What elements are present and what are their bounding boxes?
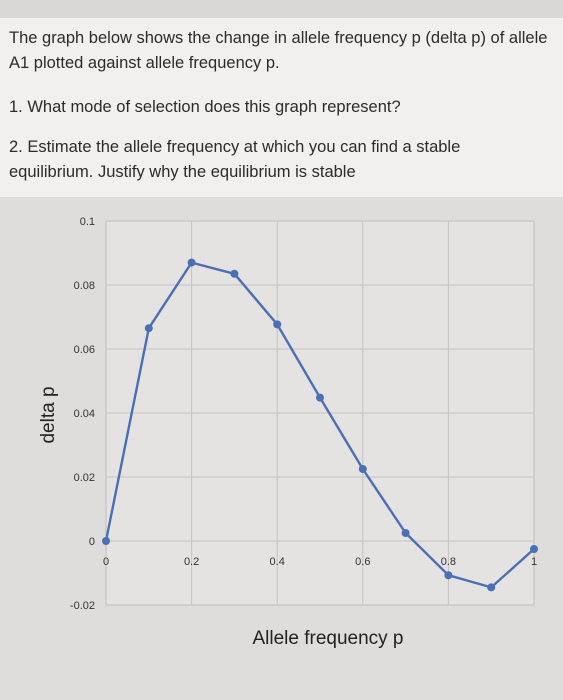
data-point [487,583,496,592]
line-chart: 0.1 0.08 0.06 0.04 0.02 0 -0.02 0 0.2 0.4 0.6 0.8 1… [38,216,538,649]
y-tick-label: 0.02 [74,472,95,484]
data-point [187,258,196,267]
x-tick-label: 1 [531,556,537,568]
question-box: The graph below shows the change in alle… [0,18,563,200]
y-tick-label: 0.04 [74,408,95,420]
data-point [273,320,282,329]
question-intro: The graph below shows the change in alle… [9,29,548,72]
x-tick-label: 0.6 [355,556,370,568]
x-tick-labels: 0 0.2 0.4 0.6 0.8 1 [103,556,537,568]
series-layer [102,258,538,592]
question-1: 1. What mode of selection does this grap… [9,98,401,116]
y-tick-label: -0.02 [70,600,95,612]
y-tick-label: 0.08 [74,280,95,292]
data-point [316,393,324,402]
data-point [230,269,239,278]
data-point [358,465,367,473]
x-tick-label: 0.8 [441,556,456,568]
data-point [102,537,110,545]
data-point [530,545,538,553]
y-tick-label: 0 [89,536,95,548]
y-tick-labels: 0.1 0.08 0.06 0.04 0.02 0 -0.02 [70,216,95,612]
x-tick-label: 0.2 [184,556,199,568]
y-axis-title: delta p [38,386,59,443]
x-tick-label: 0 [103,556,109,568]
data-point [144,324,153,333]
data-point [401,529,410,537]
question-2: 2. Estimate the allele frequency at whic… [9,138,461,181]
x-tick-label: 0.4 [270,556,285,568]
y-tick-label: 0.1 [80,216,95,228]
data-point [444,571,453,580]
chart-panel: 0.1 0.08 0.06 0.04 0.02 0 -0.02 0 0.2 0.4 0.6 0.8 1… [0,197,563,700]
x-axis-title: Allele frequency p [252,628,403,649]
y-tick-label: 0.06 [74,344,95,356]
